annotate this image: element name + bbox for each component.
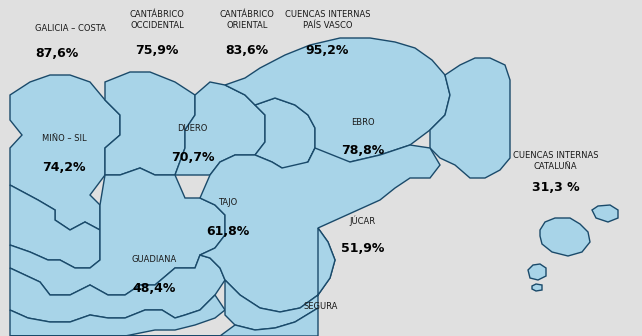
Text: MIÑO – SIL: MIÑO – SIL bbox=[42, 134, 87, 143]
Polygon shape bbox=[105, 72, 195, 175]
Polygon shape bbox=[225, 38, 450, 162]
Text: TAJO: TAJO bbox=[218, 198, 238, 207]
Text: 51,9%: 51,9% bbox=[341, 242, 385, 255]
Polygon shape bbox=[225, 228, 335, 330]
Polygon shape bbox=[175, 82, 265, 175]
Text: EBRO: EBRO bbox=[351, 118, 374, 127]
Text: SEGURA: SEGURA bbox=[304, 302, 338, 311]
Text: 87,6%: 87,6% bbox=[35, 47, 78, 60]
Polygon shape bbox=[10, 168, 225, 295]
Polygon shape bbox=[255, 98, 315, 168]
Text: CANTÁBRICO
ORIENTAL: CANTÁBRICO ORIENTAL bbox=[220, 10, 275, 30]
Text: JÚCAR: JÚCAR bbox=[350, 215, 376, 225]
Text: 48,4%: 48,4% bbox=[132, 282, 176, 295]
Text: 74,2%: 74,2% bbox=[42, 161, 85, 174]
Polygon shape bbox=[10, 295, 225, 336]
Polygon shape bbox=[592, 205, 618, 222]
Polygon shape bbox=[430, 58, 510, 178]
Text: 75,9%: 75,9% bbox=[135, 44, 179, 57]
Text: CUENCAS INTERNAS
CATALUÑA: CUENCAS INTERNAS CATALUÑA bbox=[512, 151, 598, 171]
Text: CANTÁBRICO
OCCIDENTAL: CANTÁBRICO OCCIDENTAL bbox=[130, 10, 185, 30]
Text: 70,7%: 70,7% bbox=[171, 151, 214, 164]
Text: 61,8%: 61,8% bbox=[206, 225, 250, 238]
Text: 95,2%: 95,2% bbox=[306, 44, 349, 57]
Text: GALICIA – COSTA: GALICIA – COSTA bbox=[35, 24, 106, 33]
Text: GUADIANA: GUADIANA bbox=[132, 255, 177, 264]
Polygon shape bbox=[10, 75, 120, 230]
Polygon shape bbox=[10, 185, 100, 268]
Text: 78,8%: 78,8% bbox=[341, 144, 385, 158]
Polygon shape bbox=[532, 284, 542, 291]
Polygon shape bbox=[528, 264, 546, 280]
Text: CUENCAS INTERNAS
PAÍS VASCO: CUENCAS INTERNAS PAÍS VASCO bbox=[284, 10, 370, 30]
Polygon shape bbox=[10, 255, 225, 322]
Polygon shape bbox=[200, 145, 440, 312]
Text: DUERO: DUERO bbox=[177, 124, 208, 133]
Text: 31,3 %: 31,3 % bbox=[532, 181, 579, 195]
Text: 83,6%: 83,6% bbox=[225, 44, 269, 57]
Polygon shape bbox=[10, 308, 318, 336]
Polygon shape bbox=[540, 218, 590, 256]
